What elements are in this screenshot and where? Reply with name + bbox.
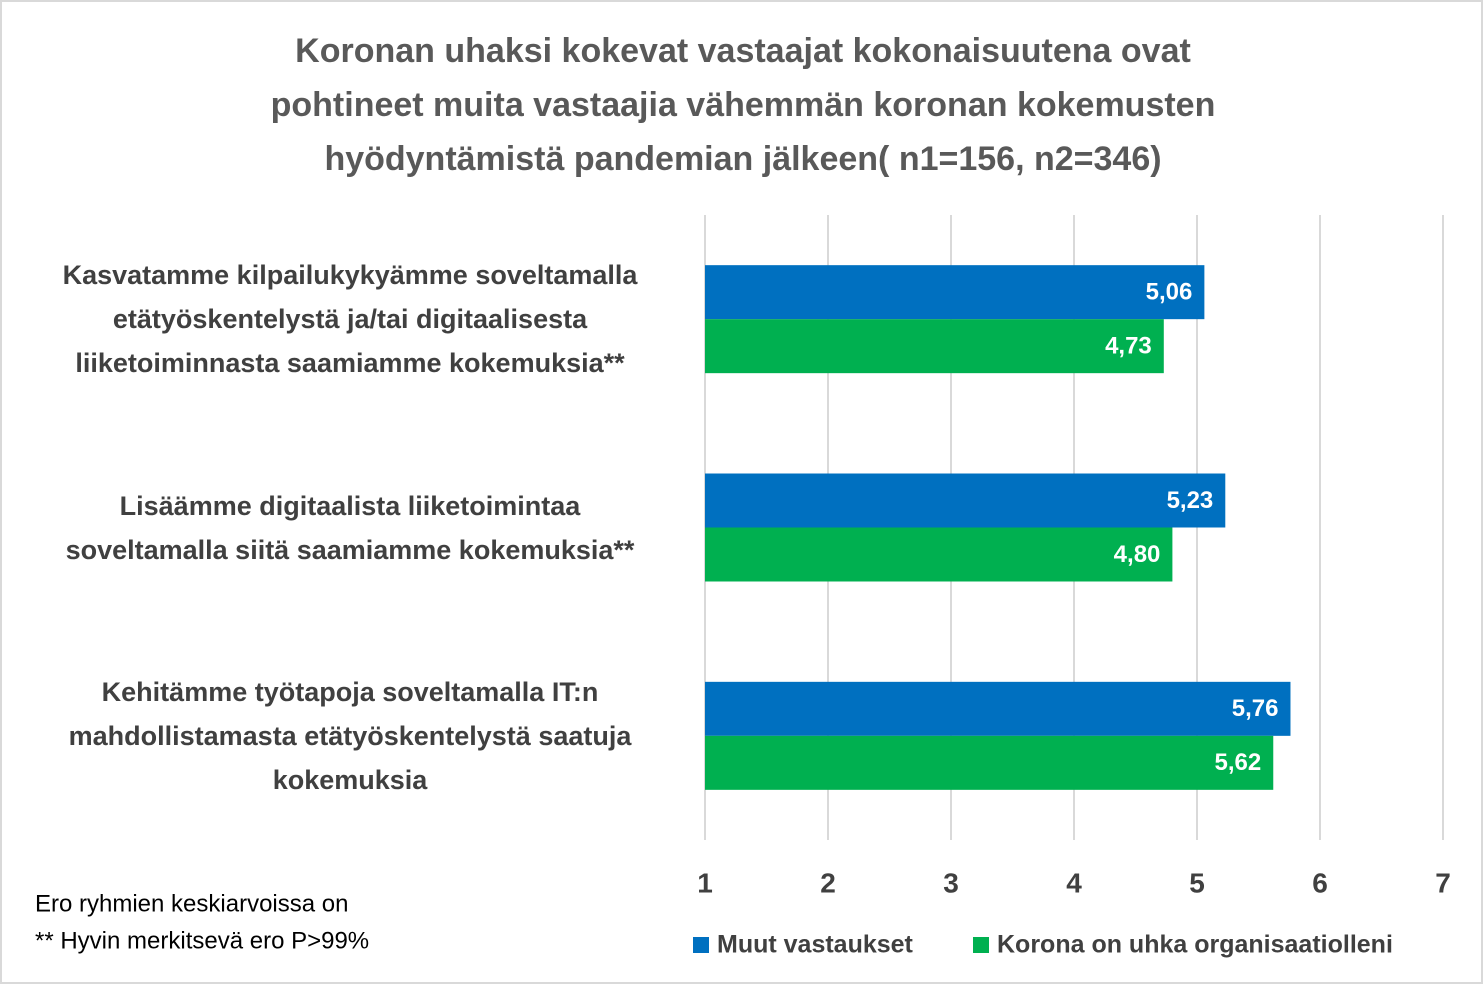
y-tick-label: Kehitämme työtapoja soveltamalla IT:n ma… <box>68 676 632 795</box>
y-tick-label: Kasvatamme kilpailukykyämme soveltamalla… <box>62 260 638 379</box>
data-label: 5,06 <box>1146 279 1193 306</box>
x-tick-label: 6 <box>1312 867 1328 898</box>
bar <box>705 527 1173 582</box>
footnote: ** Hyvin merkitsevä ero P>99% <box>35 927 369 954</box>
bar <box>705 473 1226 528</box>
data-label: 5,62 <box>1215 749 1262 776</box>
bar <box>705 735 1274 790</box>
legend-label: Korona on uhka organisaatiolleni <box>997 931 1393 959</box>
data-label: 5,76 <box>1232 695 1279 722</box>
data-label: 4,80 <box>1114 541 1161 568</box>
chart-title: Koronan uhaksi kokevat vastaajat kokonai… <box>270 32 1216 178</box>
footnote: Ero ryhmien keskiarvoissa on <box>35 890 348 917</box>
x-tick-label: 7 <box>1435 867 1451 898</box>
data-label: 5,23 <box>1167 487 1214 514</box>
x-tick-label: 3 <box>943 867 959 898</box>
x-tick-label: 5 <box>1189 867 1205 898</box>
legend-swatch <box>973 937 989 953</box>
bar <box>705 681 1291 736</box>
x-tick-label: 1 <box>697 867 713 898</box>
legend-swatch <box>693 937 709 953</box>
legend-label: Muut vastaukset <box>717 931 914 959</box>
x-tick-label: 2 <box>820 867 836 898</box>
data-label: 4,73 <box>1105 333 1152 360</box>
bar <box>705 319 1164 374</box>
x-tick-label: 4 <box>1066 867 1082 898</box>
bar <box>705 265 1205 320</box>
y-tick-label: Lisäämme digitaalista liiketoimintaa sov… <box>65 490 635 565</box>
